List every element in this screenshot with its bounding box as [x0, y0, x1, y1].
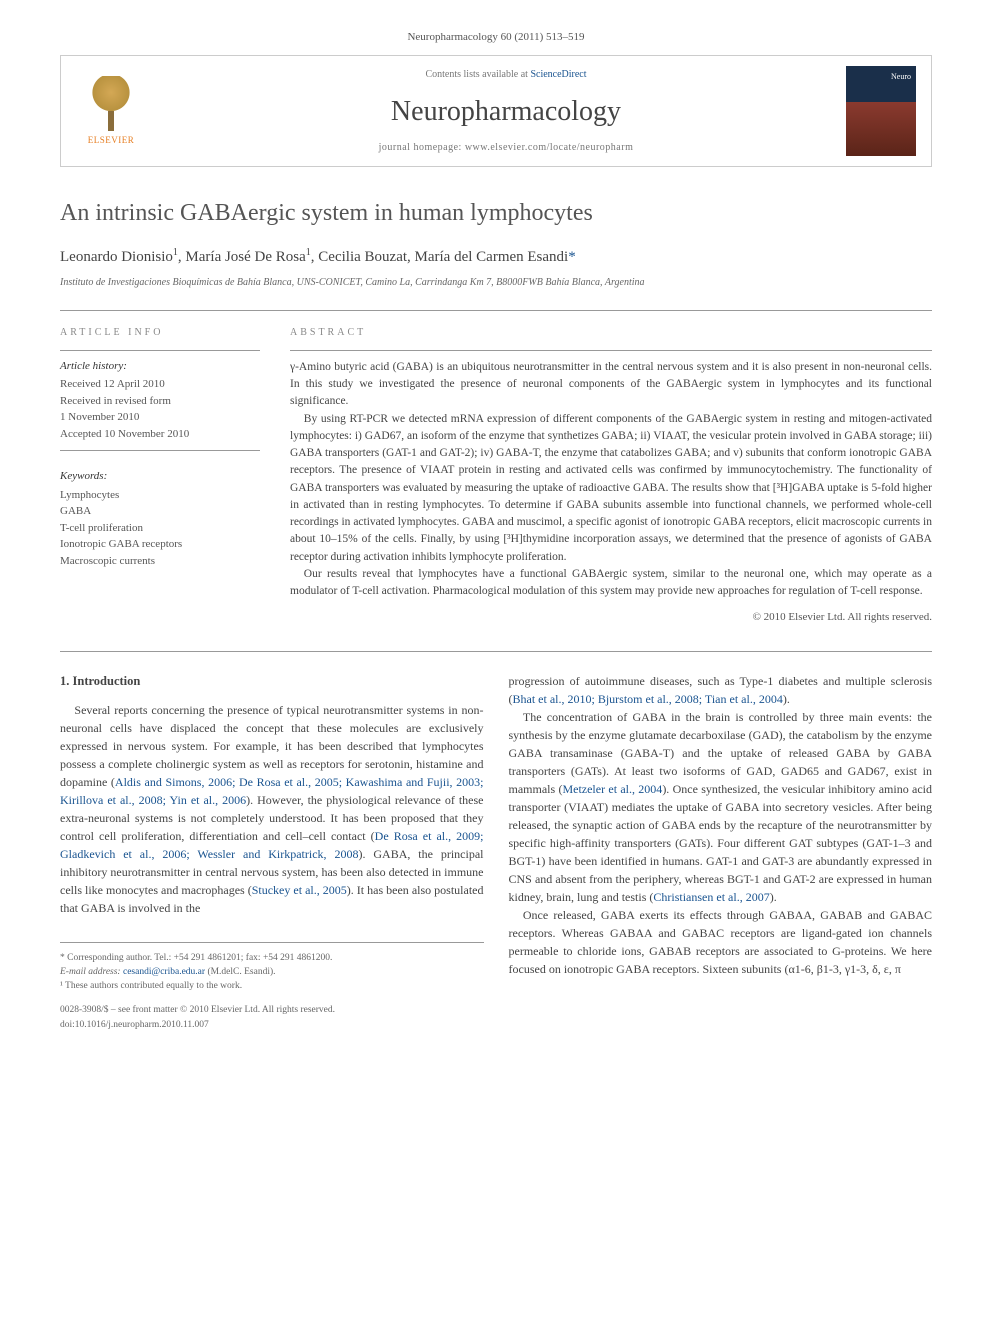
col2-ref-1[interactable]: Bhat et al., 2010; Bjurstom et al., 2008…	[513, 692, 783, 706]
email-suffix: (M.delC. Esandi).	[205, 967, 275, 977]
author-2-sup: 1	[306, 247, 311, 258]
body-column-right: progression of autoimmune diseases, such…	[509, 672, 933, 1032]
col2-ref-2[interactable]: Metzeler et al., 2004	[562, 782, 662, 796]
col2-continuation: progression of autoimmune diseases, such…	[509, 672, 933, 708]
homepage-prefix: journal homepage:	[379, 142, 465, 153]
article-info-heading: ARTICLE INFO	[60, 326, 260, 340]
email-link[interactable]: cesandi@criba.edu.ar	[123, 967, 205, 977]
abstract-heading: ABSTRACT	[290, 326, 932, 340]
sciencedirect-link[interactable]: ScienceDirect	[530, 69, 586, 80]
journal-reference: Neuropharmacology 60 (2011) 513–519	[60, 30, 932, 45]
abstract-column: ABSTRACT γ-Amino butyric acid (GABA) is …	[290, 326, 932, 626]
journal-cover-thumbnail	[846, 66, 916, 156]
doi-line: doi:10.1016/j.neuropharm.2010.11.007	[60, 1018, 484, 1032]
author-3: Cecilia Bouzat	[318, 249, 407, 265]
header-center: Contents lists available at ScienceDirec…	[166, 68, 846, 155]
col2-paragraph-2: The concentration of GABA in the brain i…	[509, 708, 933, 906]
col2-text-2b: ). Once synthesized, the vesicular inhib…	[509, 782, 933, 904]
abstract-divider	[290, 350, 932, 351]
contents-prefix: Contents lists available at	[425, 69, 530, 80]
footer-block: * Corresponding author. Tel.: +54 291 48…	[60, 942, 484, 994]
intro-paragraph-1: Several reports concerning the presence …	[60, 701, 484, 917]
author-4: María del Carmen Esandi	[415, 249, 569, 265]
history-revised-label: Received in revised form	[60, 393, 260, 410]
corresponding-marker: *	[568, 249, 576, 265]
info-abstract-row: ARTICLE INFO Article history: Received 1…	[60, 326, 932, 626]
article-title: An intrinsic GABAergic system in human l…	[60, 197, 932, 231]
history-label: Article history:	[60, 359, 260, 374]
history-received: Received 12 April 2010	[60, 376, 260, 393]
elsevier-label: ELSEVIER	[88, 134, 135, 147]
elsevier-tree-icon	[86, 76, 136, 131]
divider-bottom	[60, 651, 932, 652]
email-line: E-mail address: cesandi@criba.edu.ar (M.…	[60, 965, 484, 979]
body-column-left: 1. Introduction Several reports concerni…	[60, 672, 484, 1032]
email-label: E-mail address:	[60, 967, 123, 977]
keyword-2: GABA	[60, 503, 260, 520]
author-1-sup: 1	[173, 247, 178, 258]
contents-line: Contents lists available at ScienceDirec…	[166, 68, 846, 82]
corresponding-author-note: * Corresponding author. Tel.: +54 291 48…	[60, 951, 484, 965]
equal-contribution-note: ¹ These authors contributed equally to t…	[60, 979, 484, 993]
col2-text-2c: ).	[770, 890, 777, 904]
keyword-1: Lymphocytes	[60, 487, 260, 504]
homepage-url[interactable]: www.elsevier.com/locate/neuropharm	[465, 142, 634, 153]
abstract-p2: By using RT-PCR we detected mRNA express…	[290, 411, 932, 566]
abstract-text: γ-Amino butyric acid (GABA) is an ubiqui…	[290, 359, 932, 601]
authors-line: Leonardo Dionisio1, María José De Rosa1,…	[60, 246, 932, 268]
history-accepted: Accepted 10 November 2010	[60, 426, 260, 443]
info-divider-2	[60, 450, 260, 451]
issn-line: 0028-3908/$ – see front matter © 2010 El…	[60, 1003, 484, 1017]
affiliation: Instituto de Investigaciones Bioquímicas…	[60, 276, 932, 290]
abstract-p1: γ-Amino butyric acid (GABA) is an ubiqui…	[290, 359, 932, 411]
col2-paragraph-3: Once released, GABA exerts its effects t…	[509, 906, 933, 978]
homepage-line: journal homepage: www.elsevier.com/locat…	[166, 141, 846, 155]
history-revised-date: 1 November 2010	[60, 409, 260, 426]
introduction-heading: 1. Introduction	[60, 672, 484, 691]
author-1: Leonardo Dionisio	[60, 249, 173, 265]
intro-ref-3[interactable]: Stuckey et al., 2005	[252, 883, 347, 897]
col2-text-1b: ).	[783, 692, 790, 706]
author-2: María José De Rosa	[185, 249, 305, 265]
body-columns: 1. Introduction Several reports concerni…	[60, 672, 932, 1032]
keyword-5: Macroscopic currents	[60, 553, 260, 570]
abstract-copyright: © 2010 Elsevier Ltd. All rights reserved…	[290, 610, 932, 625]
keywords-label: Keywords:	[60, 469, 260, 484]
article-info-column: ARTICLE INFO Article history: Received 1…	[60, 326, 260, 626]
col2-ref-3[interactable]: Christiansen et al., 2007	[653, 890, 769, 904]
doi-block: 0028-3908/$ – see front matter © 2010 El…	[60, 1003, 484, 1032]
elsevier-logo: ELSEVIER	[76, 71, 146, 151]
divider-top	[60, 310, 932, 311]
abstract-p3: Our results reveal that lymphocytes have…	[290, 566, 932, 601]
journal-header-box: ELSEVIER Contents lists available at Sci…	[60, 55, 932, 167]
keyword-4: Ionotropic GABA receptors	[60, 536, 260, 553]
info-divider-1	[60, 350, 260, 351]
journal-name: Neuropharmacology	[166, 92, 846, 131]
keyword-3: T-cell proliferation	[60, 520, 260, 537]
